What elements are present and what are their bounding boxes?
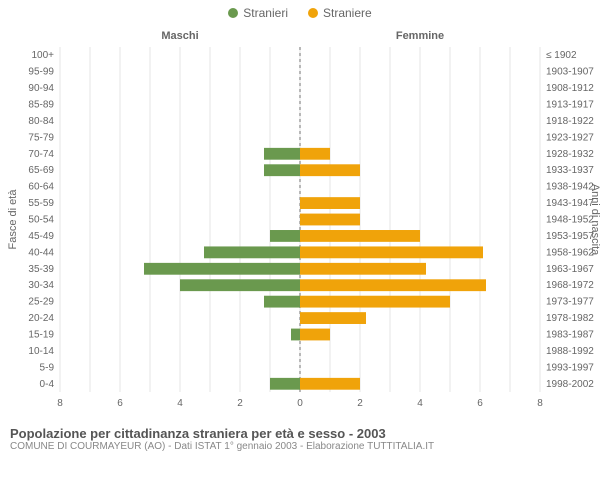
svg-text:1938-1942: 1938-1942 [546, 182, 594, 193]
svg-text:1988-1992: 1988-1992 [546, 346, 594, 357]
svg-text:1918-1922: 1918-1922 [546, 116, 594, 127]
svg-text:2: 2 [357, 398, 363, 409]
swatch-male [228, 8, 238, 18]
svg-text:40-44: 40-44 [28, 247, 54, 258]
svg-text:1948-1952: 1948-1952 [546, 215, 594, 226]
svg-text:1973-1977: 1973-1977 [546, 297, 594, 308]
svg-text:1928-1932: 1928-1932 [546, 149, 594, 160]
svg-text:1903-1907: 1903-1907 [546, 67, 594, 78]
population-pyramid-chart: 100+≤ 190295-991903-190790-941908-191285… [0, 22, 600, 422]
svg-text:10-14: 10-14 [28, 346, 54, 357]
svg-text:100+: 100+ [31, 50, 54, 61]
svg-text:1978-1982: 1978-1982 [546, 313, 594, 324]
legend-item-male: Stranieri [228, 6, 288, 20]
svg-text:8: 8 [537, 398, 543, 409]
svg-text:4: 4 [177, 398, 183, 409]
svg-text:1983-1987: 1983-1987 [546, 330, 594, 341]
svg-text:Anni di nascita: Anni di nascita [589, 184, 600, 256]
svg-text:1958-1962: 1958-1962 [546, 247, 594, 258]
svg-text:1923-1927: 1923-1927 [546, 132, 594, 143]
svg-text:90-94: 90-94 [28, 83, 54, 94]
legend: Stranieri Straniere [0, 0, 600, 22]
footer-title: Popolazione per cittadinanza straniera p… [10, 426, 590, 441]
svg-text:50-54: 50-54 [28, 215, 54, 226]
svg-text:6: 6 [477, 398, 483, 409]
svg-text:25-29: 25-29 [28, 297, 54, 308]
svg-text:1933-1937: 1933-1937 [546, 165, 594, 176]
swatch-female [308, 8, 318, 18]
svg-text:0-4: 0-4 [40, 379, 55, 390]
svg-text:75-79: 75-79 [28, 132, 54, 143]
svg-text:35-39: 35-39 [28, 264, 54, 275]
chart-svg: 100+≤ 190295-991903-190790-941908-191285… [0, 22, 600, 422]
svg-text:80-84: 80-84 [28, 116, 54, 127]
svg-text:60-64: 60-64 [28, 182, 54, 193]
svg-text:1913-1917: 1913-1917 [546, 100, 594, 111]
svg-text:85-89: 85-89 [28, 100, 54, 111]
svg-text:6: 6 [117, 398, 123, 409]
svg-text:Fasce di età: Fasce di età [7, 189, 19, 250]
svg-text:8: 8 [57, 398, 63, 409]
footer: Popolazione per cittadinanza straniera p… [0, 422, 600, 452]
svg-text:4: 4 [417, 398, 423, 409]
svg-text:55-59: 55-59 [28, 198, 54, 209]
svg-text:95-99: 95-99 [28, 67, 54, 78]
svg-text:≤ 1902: ≤ 1902 [546, 50, 577, 61]
legend-label-male: Stranieri [243, 6, 288, 20]
svg-text:70-74: 70-74 [28, 149, 54, 160]
legend-item-female: Straniere [308, 6, 372, 20]
svg-text:0: 0 [297, 398, 303, 409]
svg-text:2: 2 [237, 398, 243, 409]
svg-text:1998-2002: 1998-2002 [546, 379, 594, 390]
svg-text:30-34: 30-34 [28, 280, 54, 291]
svg-text:1908-1912: 1908-1912 [546, 83, 594, 94]
svg-text:20-24: 20-24 [28, 313, 54, 324]
svg-text:1953-1957: 1953-1957 [546, 231, 594, 242]
svg-text:1968-1972: 1968-1972 [546, 280, 594, 291]
legend-label-female: Straniere [323, 6, 372, 20]
svg-text:1993-1997: 1993-1997 [546, 362, 594, 373]
svg-text:Maschi: Maschi [161, 30, 198, 42]
svg-text:65-69: 65-69 [28, 165, 54, 176]
footer-subtitle: COMUNE DI COURMAYEUR (AO) - Dati ISTAT 1… [10, 441, 590, 452]
svg-text:1943-1947: 1943-1947 [546, 198, 594, 209]
svg-text:45-49: 45-49 [28, 231, 54, 242]
svg-text:1963-1967: 1963-1967 [546, 264, 594, 275]
svg-text:5-9: 5-9 [40, 362, 55, 373]
svg-text:15-19: 15-19 [28, 330, 54, 341]
svg-text:Femmine: Femmine [396, 30, 444, 42]
